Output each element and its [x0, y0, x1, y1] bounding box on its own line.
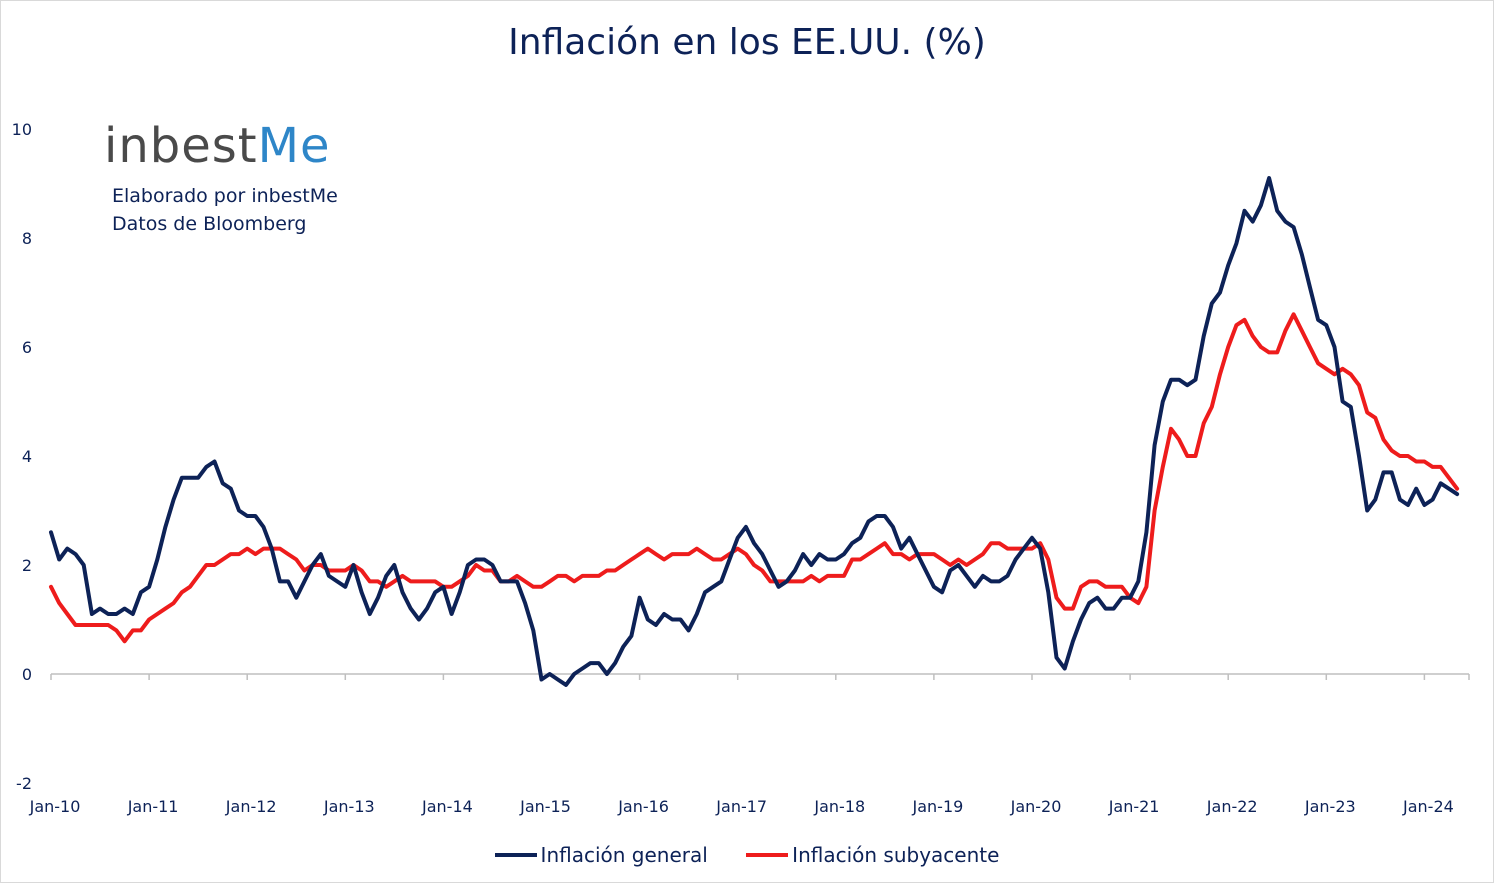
source-credit-line-1: Elaborado por inbestMe	[112, 185, 338, 207]
legend-swatch-general	[494, 853, 537, 857]
logo-text-main: inbest	[104, 118, 258, 174]
logo-text-accent: Me	[257, 118, 331, 174]
source-credit-line-2: Datos de Bloomberg	[112, 213, 307, 235]
inbestme-logo: inbestMe	[104, 118, 331, 174]
legend: Inflación general Inflación subyacente	[0, 838, 1494, 867]
legend-item-general: Inflación general	[494, 843, 708, 867]
legend-swatch-subyacente	[746, 853, 789, 857]
legend-label-subyacente: Inflación subyacente	[792, 843, 1000, 867]
legend-item-subyacente: Inflación subyacente	[746, 843, 999, 867]
chart-title: Inflación en los EE.UU. (%)	[508, 22, 986, 63]
legend-label-general: Inflación general	[540, 843, 708, 867]
